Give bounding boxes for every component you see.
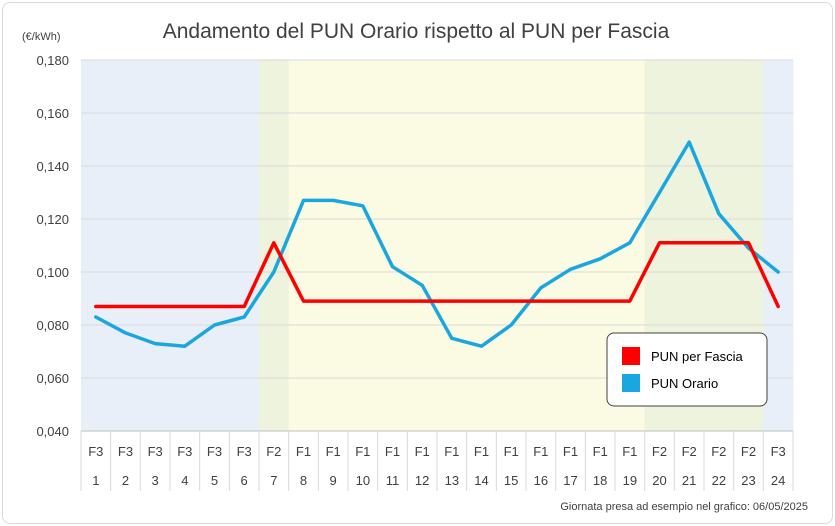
band-f1 xyxy=(466,60,497,431)
x-band-label: F1 xyxy=(385,444,400,459)
legend: PUN per Fascia PUN Orario xyxy=(606,332,768,407)
x-tick-label: 17 xyxy=(563,473,577,488)
x-tick-label: 24 xyxy=(771,473,785,488)
x-band-label: F1 xyxy=(296,444,311,459)
x-tick-label: 4 xyxy=(181,473,188,488)
x-band-label: F1 xyxy=(504,444,519,459)
y-tick-label: 0,180 xyxy=(36,53,69,68)
x-tick-label: 5 xyxy=(211,473,218,488)
y-tick-label: 0,040 xyxy=(36,424,69,439)
band-f3 xyxy=(81,60,112,431)
band-f1 xyxy=(318,60,349,431)
chart-title: Andamento del PUN Orario rispetto al PUN… xyxy=(163,20,670,43)
legend-swatch-pun-orario xyxy=(622,374,640,392)
x-tick-label: 8 xyxy=(300,473,307,488)
x-band-label: F2 xyxy=(682,444,697,459)
x-band-label: F2 xyxy=(266,444,281,459)
band-f3 xyxy=(140,60,171,431)
x-band-label: F1 xyxy=(444,444,459,459)
x-tick-label: 9 xyxy=(330,473,337,488)
x-band-label: F1 xyxy=(326,444,341,459)
band-f3 xyxy=(199,60,230,431)
x-band-label: F1 xyxy=(474,444,489,459)
y-tick-label: 0,080 xyxy=(36,318,69,333)
band-f1 xyxy=(526,60,557,431)
x-band-label: F3 xyxy=(88,444,103,459)
band-f1 xyxy=(348,60,379,431)
band-f1 xyxy=(407,60,438,431)
x-band-label: F1 xyxy=(563,444,578,459)
x-band-label: F1 xyxy=(593,444,608,459)
band-f3 xyxy=(229,60,260,431)
x-band-label: F1 xyxy=(415,444,430,459)
band-f1 xyxy=(437,60,468,431)
y-tick-label: 0,160 xyxy=(36,106,69,121)
x-band-label: F2 xyxy=(652,444,667,459)
y-axis-label: (€/kWh) xyxy=(22,31,61,43)
x-band-label: F3 xyxy=(118,444,133,459)
band-f3 xyxy=(110,60,141,431)
x-tick-label: 6 xyxy=(241,473,248,488)
band-f1 xyxy=(288,60,319,431)
legend-label-pun-per-fascia: PUN per Fascia xyxy=(651,349,744,364)
x-tick-label: 23 xyxy=(741,473,755,488)
x-tick-label: 13 xyxy=(445,473,459,488)
y-tick-label: 0,060 xyxy=(36,371,69,386)
y-tick-label: 0,120 xyxy=(36,212,69,227)
x-tick-label: 15 xyxy=(504,473,518,488)
x-tick-label: 11 xyxy=(386,473,400,488)
footnote: Giornata presa ad esempio nel grafico: 0… xyxy=(560,501,808,513)
x-tick-label: 1 xyxy=(92,473,99,488)
x-band-label: F3 xyxy=(148,444,163,459)
band-f1 xyxy=(496,60,527,431)
x-band-label: F2 xyxy=(711,444,726,459)
x-tick-label: 2 xyxy=(122,473,129,488)
x-tick-label: 14 xyxy=(474,473,488,488)
legend-box xyxy=(606,332,768,407)
x-band-label: F1 xyxy=(533,444,548,459)
band-f3 xyxy=(763,60,794,431)
band-f3 xyxy=(170,60,201,431)
series-line-pun-orario xyxy=(94,140,780,348)
x-tick-label: 10 xyxy=(356,473,370,488)
x-band-label: F3 xyxy=(237,444,252,459)
x-tick-label: 21 xyxy=(682,473,696,488)
band-f1 xyxy=(555,60,586,431)
x-band-label: F1 xyxy=(622,444,637,459)
series-line-pun-per-fascia xyxy=(94,241,780,309)
x-band-label: F1 xyxy=(355,444,370,459)
legend-label-pun-orario: PUN Orario xyxy=(651,376,718,391)
y-tick-label: 0,100 xyxy=(36,265,69,280)
x-band-label: F3 xyxy=(177,444,192,459)
x-tick-label: 20 xyxy=(652,473,666,488)
x-tick-label: 3 xyxy=(152,473,159,488)
x-band-label: F3 xyxy=(771,444,786,459)
x-tick-label: 12 xyxy=(415,473,429,488)
legend-swatch-pun-per-fascia xyxy=(622,347,640,365)
x-tick-label: 22 xyxy=(712,473,726,488)
x-band-label: F2 xyxy=(741,444,756,459)
x-tick-label: 16 xyxy=(534,473,548,488)
y-tick-label: 0,140 xyxy=(36,159,69,174)
x-tick-label: 7 xyxy=(270,473,277,488)
x-tick-label: 18 xyxy=(593,473,607,488)
x-band-label: F3 xyxy=(207,444,222,459)
x-tick-label: 19 xyxy=(623,473,637,488)
